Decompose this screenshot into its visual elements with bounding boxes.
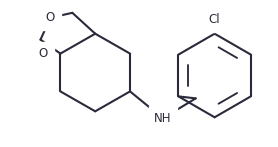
Text: Cl: Cl bbox=[209, 13, 220, 26]
Text: O: O bbox=[39, 47, 48, 60]
Text: NH: NH bbox=[154, 112, 172, 125]
Text: O: O bbox=[46, 11, 55, 24]
